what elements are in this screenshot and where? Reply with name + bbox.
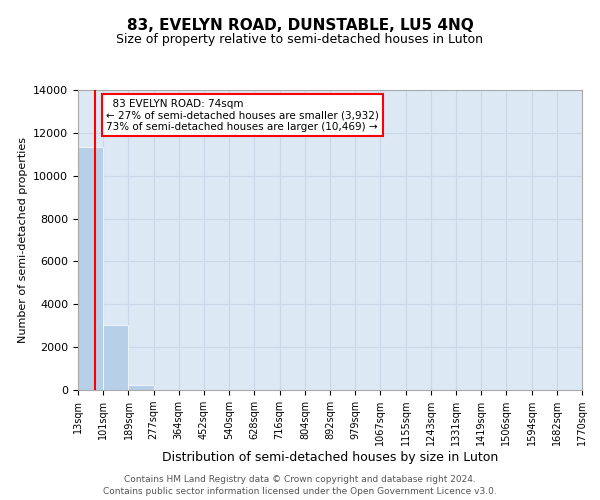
Y-axis label: Number of semi-detached properties: Number of semi-detached properties: [17, 137, 28, 343]
Text: 83 EVELYN ROAD: 74sqm
← 27% of semi-detached houses are smaller (3,932)
73% of s: 83 EVELYN ROAD: 74sqm ← 27% of semi-deta…: [106, 98, 379, 132]
Text: Contains public sector information licensed under the Open Government Licence v3: Contains public sector information licen…: [103, 486, 497, 496]
Text: 83, EVELYN ROAD, DUNSTABLE, LU5 4NQ: 83, EVELYN ROAD, DUNSTABLE, LU5 4NQ: [127, 18, 473, 32]
Bar: [128, 385, 154, 390]
Text: Contains HM Land Registry data © Crown copyright and database right 2024.: Contains HM Land Registry data © Crown c…: [124, 474, 476, 484]
Bar: [78, 147, 103, 390]
Text: Size of property relative to semi-detached houses in Luton: Size of property relative to semi-detach…: [116, 32, 484, 46]
Bar: [103, 324, 128, 390]
Text: Distribution of semi-detached houses by size in Luton: Distribution of semi-detached houses by …: [162, 451, 498, 464]
